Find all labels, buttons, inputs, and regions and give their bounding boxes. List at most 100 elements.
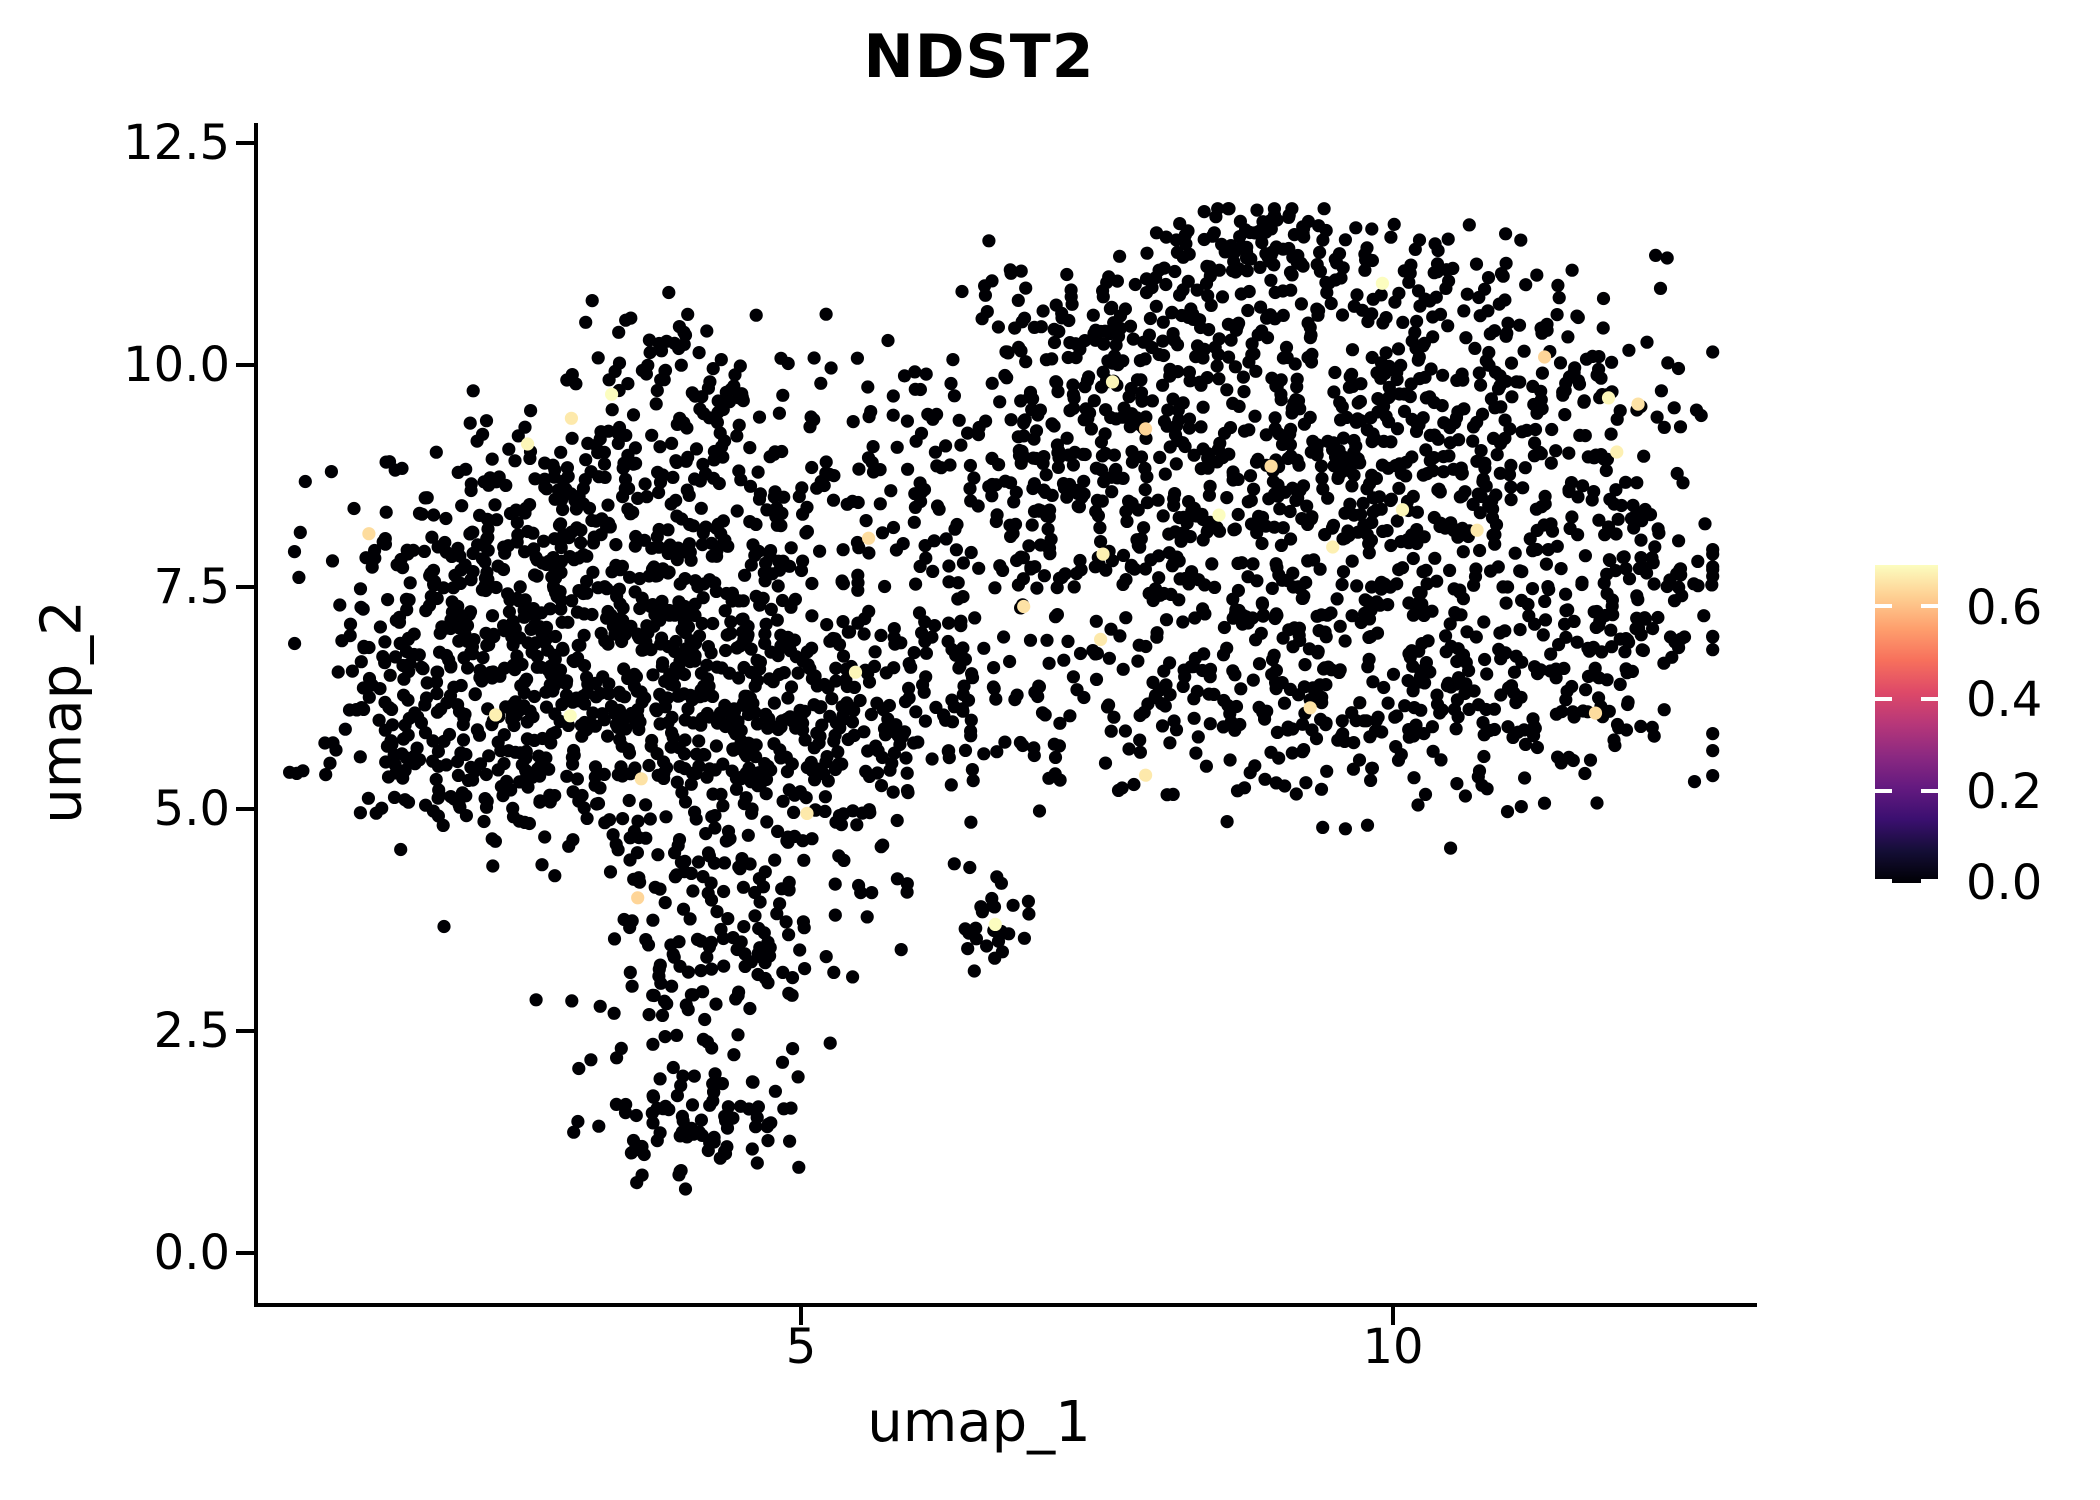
data-point — [954, 438, 968, 452]
data-point — [914, 426, 929, 440]
data-point — [1140, 246, 1154, 260]
data-point — [1169, 457, 1183, 471]
data-point — [496, 562, 511, 577]
data-point — [1624, 511, 1639, 526]
data-point — [1501, 580, 1515, 594]
data-point — [378, 537, 392, 551]
data-point — [707, 1130, 721, 1144]
data-point — [861, 380, 875, 394]
data-point — [719, 643, 733, 658]
data-point — [1657, 420, 1671, 434]
data-point — [1241, 303, 1255, 318]
data-point — [1102, 651, 1116, 665]
data-point — [1634, 719, 1648, 734]
data-point — [1232, 399, 1246, 413]
data-point — [1426, 744, 1440, 758]
data-point — [1676, 476, 1690, 490]
data-point — [1564, 476, 1579, 490]
data-point — [1208, 580, 1222, 595]
data-point — [1456, 545, 1470, 559]
data-point — [704, 893, 719, 907]
data-point — [864, 707, 879, 722]
data-point — [632, 871, 646, 885]
data-point — [1447, 522, 1461, 536]
data-point — [718, 719, 733, 734]
data-point — [1145, 340, 1159, 355]
data-point — [828, 877, 842, 891]
data-point — [1609, 483, 1623, 497]
data-point — [1246, 673, 1260, 687]
data-point — [1652, 526, 1666, 540]
data-point — [1449, 722, 1463, 736]
data-point — [375, 801, 389, 815]
data-point — [761, 1134, 775, 1148]
data-point — [430, 591, 444, 606]
data-point — [611, 720, 625, 735]
data-point — [598, 634, 612, 648]
data-point — [600, 582, 614, 596]
data-point — [1567, 365, 1581, 379]
data-point — [631, 814, 645, 828]
data-point — [726, 1111, 740, 1125]
data-point — [614, 1041, 628, 1055]
data-point — [412, 506, 427, 520]
data-point — [797, 853, 811, 867]
data-point — [587, 530, 601, 544]
data-point — [1055, 311, 1069, 325]
data-point — [1462, 702, 1476, 717]
data-point — [1472, 764, 1487, 778]
data-point — [1247, 482, 1261, 496]
data-point — [1619, 475, 1633, 489]
data-point — [1552, 638, 1566, 652]
data-point — [1216, 648, 1231, 662]
data-point — [1178, 670, 1192, 684]
data-point — [1436, 465, 1451, 479]
data-point — [1706, 543, 1720, 557]
data-point — [1296, 717, 1310, 731]
data-point — [572, 584, 586, 598]
data-point — [475, 583, 489, 597]
data-point — [781, 356, 795, 371]
data-point — [773, 743, 787, 757]
data-point — [882, 698, 897, 713]
data-point — [988, 581, 1002, 595]
data-point — [836, 543, 850, 557]
data-point — [1034, 538, 1048, 552]
data-point — [1647, 577, 1661, 591]
data-point — [591, 796, 606, 811]
y-tick-label: 0.0 — [153, 1225, 230, 1281]
data-point — [1605, 640, 1619, 654]
data-point — [705, 549, 719, 563]
data-point — [1549, 444, 1563, 458]
data-point — [1507, 686, 1521, 700]
data-point — [1428, 237, 1442, 251]
data-point — [1590, 796, 1604, 810]
data-point — [897, 369, 912, 383]
data-point — [602, 677, 616, 691]
data-point — [460, 618, 475, 633]
data-point — [444, 659, 458, 673]
data-point — [1610, 717, 1625, 732]
data-point — [793, 943, 807, 957]
data-point — [717, 959, 731, 973]
data-point — [1000, 371, 1014, 385]
data-point — [1397, 404, 1412, 418]
data-point — [797, 921, 811, 935]
data-point — [1363, 730, 1377, 744]
data-point — [1163, 362, 1177, 376]
data-point — [1006, 898, 1020, 912]
data-point — [1613, 677, 1627, 692]
data-point — [1299, 575, 1313, 590]
data-point — [885, 756, 899, 770]
data-point — [1390, 514, 1404, 528]
data-point — [1366, 675, 1380, 689]
data-point — [1301, 214, 1315, 229]
data-point — [1362, 630, 1376, 645]
data-point — [1298, 658, 1312, 672]
data-point — [650, 1101, 664, 1115]
data-point — [862, 675, 877, 689]
data-point — [1635, 643, 1649, 657]
data-point — [1601, 391, 1616, 405]
data-point — [439, 758, 453, 772]
data-point — [930, 407, 944, 421]
